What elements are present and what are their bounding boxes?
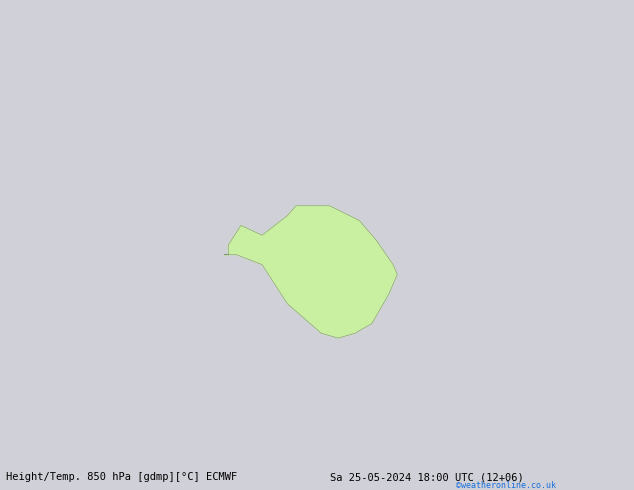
Text: ©weatheronline.co.uk: ©weatheronline.co.uk (456, 481, 557, 490)
Polygon shape (224, 206, 398, 338)
Text: Height/Temp. 850 hPa [gdmp][°C] ECMWF: Height/Temp. 850 hPa [gdmp][°C] ECMWF (6, 472, 238, 482)
Text: Sa 25-05-2024 18:00 UTC (12+06): Sa 25-05-2024 18:00 UTC (12+06) (330, 472, 524, 482)
